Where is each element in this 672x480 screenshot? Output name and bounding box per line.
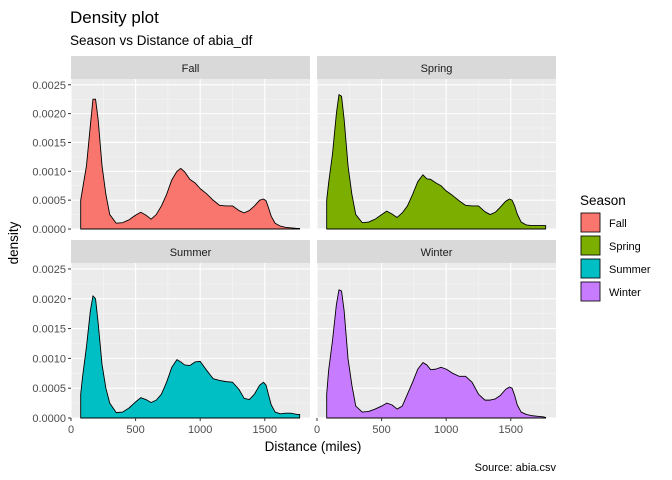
y-tick-label: 0.0000 [32, 224, 66, 236]
y-tick-label: 0.0000 [32, 413, 66, 425]
strip-label-fall: Fall [182, 63, 200, 75]
legend-swatch-summer [580, 258, 601, 279]
y-tick-label: 0.0005 [32, 195, 66, 207]
chart-title: Density plot [70, 8, 159, 27]
legend: Fall Spring Summer Winter [580, 212, 651, 302]
y-tick-label: 0.0025 [32, 264, 66, 276]
legend-title: Season [580, 193, 626, 208]
legend-swatch-spring [580, 235, 601, 256]
strip-summer [71, 240, 310, 263]
legend-item-fall: Fall [580, 212, 627, 233]
x-tick-label: 1500 [253, 424, 277, 436]
y-tick-label: 0.0010 [32, 166, 66, 178]
strip-winter [317, 240, 556, 263]
panel-summer: Summer [70, 240, 310, 419]
legend-item-winter: Winter [580, 281, 641, 302]
x-tick-label: 0 [68, 424, 74, 436]
x-tick-label: 1000 [434, 424, 458, 436]
density-area-summer [80, 295, 301, 419]
strip-label-spring: Spring [421, 63, 453, 75]
legend-item-summer: Summer [580, 258, 651, 279]
y-tick-label: 0.0025 [32, 80, 66, 92]
strip-spring [317, 56, 556, 79]
x-tick-label: 500 [126, 424, 144, 436]
strip-fall [71, 56, 310, 79]
y-tick-label: 0.0020 [32, 294, 66, 306]
facet-panels: Fall Spring Summer Winter [70, 56, 556, 419]
legend-label-summer: Summer [609, 264, 651, 276]
y-tick-label: 0.0015 [32, 137, 66, 149]
legend-label-spring: Spring [609, 241, 641, 253]
panel-winter: Winter [316, 240, 556, 419]
x-tick-label: 1500 [499, 424, 523, 436]
chart-caption: Source: abia.csv [475, 462, 557, 474]
y-tick-label: 0.0005 [32, 383, 66, 395]
strip-label-summer: Summer [170, 247, 212, 259]
chart-subtitle: Season vs Distance of abia_df [70, 33, 253, 48]
density-area-spring [326, 94, 547, 230]
legend-label-winter: Winter [609, 287, 641, 299]
y-tick-label: 0.0020 [32, 109, 66, 121]
legend-swatch-fall [580, 212, 601, 233]
y-tick-label: 0.0015 [32, 324, 66, 336]
legend-swatch-winter [580, 281, 601, 302]
legend-item-spring: Spring [580, 235, 641, 256]
x-axis-title: Distance (miles) [265, 439, 362, 454]
panel-fall: Fall [70, 56, 310, 230]
y-axis-title: density [6, 221, 21, 264]
x-tick-label: 500 [372, 424, 390, 436]
panel-spring: Spring [316, 56, 556, 230]
strip-label-winter: Winter [421, 247, 453, 259]
axes: 0.0000 0.0005 0.0010 0.0015 0.0020 0.0025 0.00… [32, 80, 523, 436]
density-area-winter [326, 289, 547, 419]
legend-label-fall: Fall [609, 218, 627, 230]
x-tick-label: 1000 [188, 424, 212, 436]
y-tick-label: 0.0010 [32, 353, 66, 365]
density-area-fall [80, 98, 301, 230]
x-tick-label: 0 [314, 424, 320, 436]
